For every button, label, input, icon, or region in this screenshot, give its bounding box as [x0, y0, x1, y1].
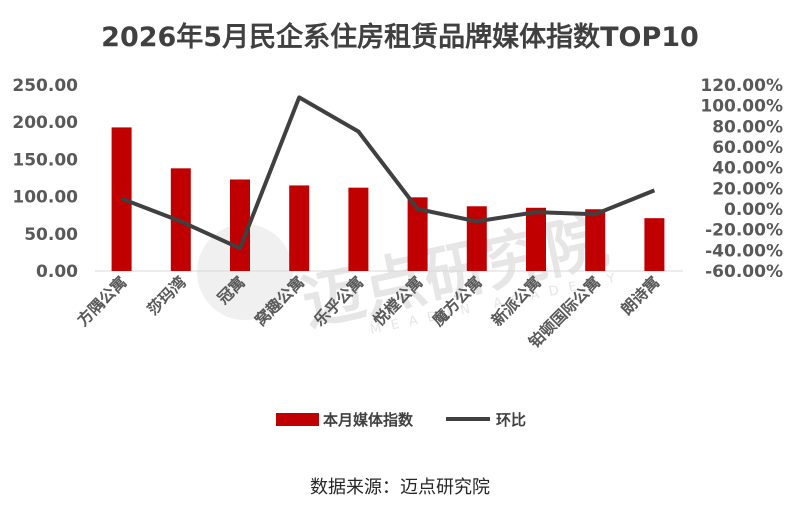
right-tick-label: 80.00%	[712, 117, 783, 137]
right-tick-label: 20.00%	[712, 179, 783, 199]
right-tick-label: -20.00%	[705, 221, 783, 241]
category-label: 方隅公寓	[73, 272, 130, 329]
source-text: 数据来源：迈点研究院	[310, 477, 490, 498]
bar	[348, 187, 369, 271]
left-axis: 0.00 50.00 100.00 150.00 200.00 250.00	[12, 76, 78, 282]
bar	[585, 209, 606, 271]
left-tick-label: 150.00	[12, 150, 78, 170]
category-label: 莎玛湾	[143, 272, 190, 319]
left-tick-label: 100.00	[12, 188, 78, 208]
right-tick-label: 0.00%	[724, 200, 783, 220]
left-tick-label: 250.00	[12, 76, 78, 96]
legend-bar-swatch	[276, 413, 319, 426]
chart-title: 2026年5月民企系住房租赁品牌媒体指数TOP10	[101, 21, 699, 53]
legend: 本月媒体指数 环比	[276, 411, 526, 429]
bar	[526, 207, 546, 271]
right-tick-label: 120.00%	[700, 76, 783, 96]
right-tick-label: -40.00%	[705, 241, 783, 261]
right-tick-label: 60.00%	[712, 138, 783, 158]
left-tick-label: 50.00	[24, 225, 78, 245]
bar	[466, 206, 487, 271]
legend-line-label: 环比	[496, 411, 526, 429]
left-tick-label: 200.00	[12, 113, 78, 133]
bar	[407, 197, 428, 271]
right-tick-label: 100.00%	[700, 97, 783, 117]
legend-bar-label: 本月媒体指数	[323, 411, 414, 429]
left-tick-label: 0.00	[36, 262, 78, 282]
right-axis: -60.00%-40.00%-20.00%0.00%20.00%40.00%60…	[700, 76, 783, 282]
bar	[644, 218, 665, 271]
line-series	[120, 95, 656, 251]
bar-series	[111, 127, 665, 272]
watermark-logo-icon	[197, 224, 293, 320]
bar	[289, 185, 310, 271]
right-tick-label: -60.00%	[705, 262, 783, 282]
right-tick-label: 40.00%	[712, 159, 783, 179]
